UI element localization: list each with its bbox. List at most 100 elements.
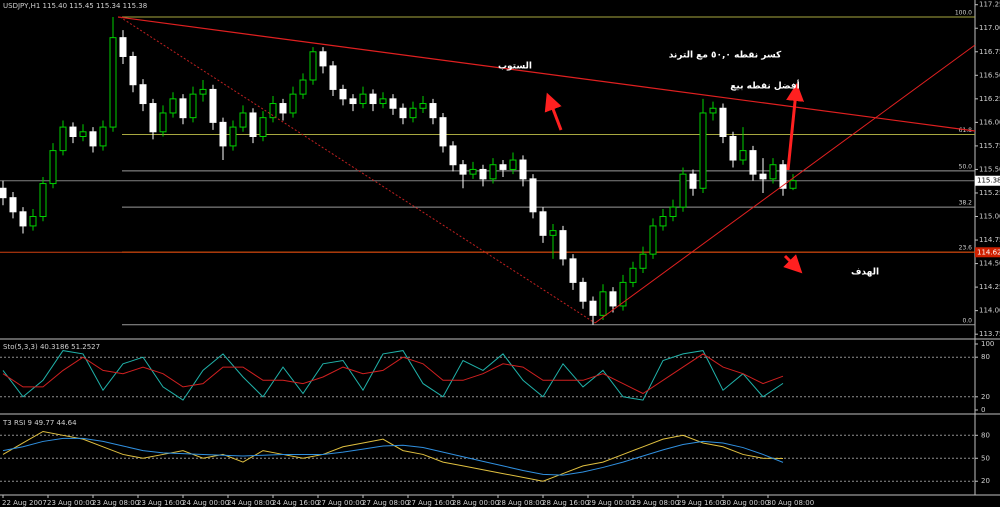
- candle-body: [439, 117, 447, 147]
- candle-body: [149, 103, 157, 133]
- candle-body: [779, 164, 787, 189]
- candle-body: [189, 93, 197, 119]
- candle-body: [479, 168, 487, 180]
- y-tick-label: 117.25: [979, 1, 1000, 9]
- fib-label: 100.0: [955, 9, 972, 16]
- x-tick-label: 29 Aug 00:00: [587, 499, 634, 507]
- indicator-line: [2, 350, 784, 401]
- panel-header: Sto(5,3,3) 40.3186 51.2527: [3, 343, 100, 351]
- candle-body: [49, 150, 57, 185]
- y-tick-label: 114.75: [979, 236, 1000, 244]
- candle-body: [509, 159, 517, 170]
- candle-body: [19, 211, 27, 227]
- y-tick-label: 115.75: [979, 142, 1000, 150]
- fib-label: 0.0: [962, 317, 972, 324]
- candle-body: [709, 107, 717, 114]
- candle-body: [559, 230, 567, 260]
- candle-body: [239, 112, 247, 128]
- x-tick-label: 28 Aug 00:00: [452, 499, 499, 507]
- candle-body: [569, 258, 577, 283]
- candle-body: [419, 103, 427, 109]
- candle-body: [249, 112, 257, 137]
- candle-body: [469, 168, 477, 175]
- x-tick-label: 30 Aug 00:00: [722, 499, 769, 507]
- x-tick-label: 28 Aug 08:00: [497, 499, 544, 507]
- y-tick-label: 117.00: [979, 24, 1000, 32]
- x-tick-label: 23 Aug 00:00: [47, 499, 94, 507]
- candle-body: [489, 164, 497, 180]
- candle-body: [279, 103, 287, 114]
- fib-label: 38.2: [959, 200, 973, 207]
- y-tick-label: 115.50: [979, 165, 1000, 173]
- candle-body: [109, 37, 117, 128]
- candle-body: [169, 98, 177, 114]
- fib-label: 23.6: [959, 245, 973, 252]
- candle-body: [79, 131, 87, 137]
- x-tick-label: 27 Aug 08:00: [362, 499, 409, 507]
- candle-body: [659, 216, 667, 227]
- candle-body: [289, 93, 297, 114]
- candle-body: [409, 107, 417, 119]
- x-tick-label: 27 Aug 16:00: [407, 499, 454, 507]
- candle-body: [529, 178, 537, 213]
- x-tick-label: 24 Aug 08:00: [227, 499, 274, 507]
- annotation: الهدف: [851, 268, 879, 278]
- candle-body: [59, 126, 67, 152]
- candle-body: [459, 164, 467, 175]
- candle-body: [589, 300, 597, 316]
- candle-body: [139, 84, 147, 105]
- x-tick-label: 28 Aug 16:00: [542, 499, 589, 507]
- annotation: الستوب: [498, 62, 532, 72]
- candle-body: [369, 93, 377, 105]
- candle-body: [119, 37, 127, 57]
- panel-header: T3 RSI 9 49.77 44.64: [2, 419, 77, 427]
- y-tick-label: 116.50: [979, 71, 1000, 79]
- candle-body: [609, 291, 617, 307]
- candle-body: [359, 93, 367, 105]
- candle-body: [649, 225, 657, 255]
- candle-body: [789, 180, 797, 189]
- candle-body: [549, 230, 557, 236]
- candle-body: [159, 112, 167, 133]
- candle-body: [429, 103, 437, 119]
- y-tick-label: 116.00: [979, 118, 1000, 126]
- candle-body: [689, 173, 697, 189]
- y-tick-label: 20: [981, 477, 990, 485]
- candle-body: [749, 150, 757, 175]
- candle-body: [339, 88, 347, 100]
- candle-body: [39, 183, 47, 218]
- trend-line: [594, 44, 976, 324]
- arrow: [783, 254, 803, 274]
- x-tick-label: 29 Aug 08:00: [632, 499, 679, 507]
- indicator-line: [2, 430, 784, 482]
- candle-body: [219, 121, 227, 147]
- indicator-line: [2, 353, 784, 395]
- x-tick-label: 27 Aug 00:00: [317, 499, 364, 507]
- y-tick-label: 50: [981, 454, 990, 462]
- candle-body: [519, 159, 527, 180]
- x-tick-label: 24 Aug 16:00: [272, 499, 319, 507]
- candle-body: [449, 145, 457, 166]
- current-price-label: 115.38: [977, 177, 1000, 185]
- candle-body: [599, 291, 607, 316]
- candle-body: [9, 197, 17, 213]
- y-tick-label: 80: [981, 353, 990, 361]
- candle-body: [739, 150, 747, 161]
- candle-body: [99, 126, 107, 147]
- x-tick-label: 22 Aug 2007: [2, 499, 47, 507]
- candle-body: [699, 112, 707, 189]
- candle-body: [319, 51, 327, 67]
- candle-body: [679, 173, 687, 208]
- y-tick-label: 113.75: [979, 330, 1000, 338]
- y-tick-label: 115.00: [979, 213, 1000, 221]
- candle-body: [399, 107, 407, 119]
- indicator-line: [2, 437, 784, 476]
- annotation: كسر نقطه ٥٠,٠ مع الترند: [669, 51, 782, 61]
- candle-body: [309, 51, 317, 81]
- fib-label: 61.8: [959, 127, 973, 134]
- y-tick-label: 100: [981, 340, 994, 348]
- candle-body: [639, 253, 647, 269]
